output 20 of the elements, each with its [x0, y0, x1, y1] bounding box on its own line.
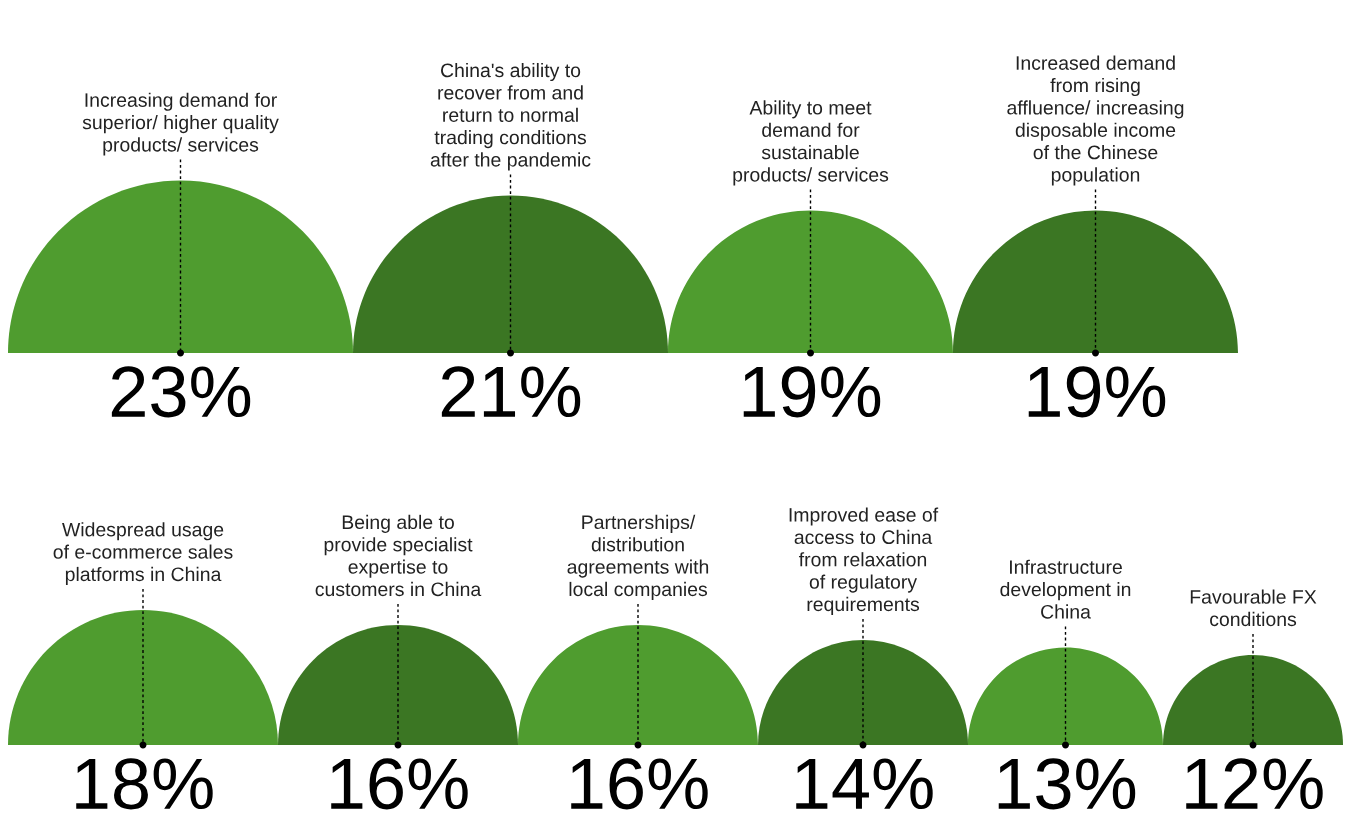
category-label: Being able to provide specialist expertise to customers in China: [315, 514, 482, 597]
data-label: 14%: [796, 758, 933, 810]
data-label: 19%: [1028, 366, 1166, 418]
category-label: Widespread usage of e-commerce sales platforms in China: [53, 522, 233, 585]
category-label: Increasing demand for superior/ higher quality products/ services: [82, 92, 279, 156]
category-label: Favourable FX conditions: [1190, 589, 1317, 627]
category-label: Improved ease of access to China from relaxation of regulatory requirements: [789, 507, 939, 615]
data-label: 21%: [441, 366, 581, 418]
category-label: Increased demand from rising affluence/ increasing disposable income of the Chinese population: [1007, 55, 1184, 186]
data-label: 12%: [1186, 758, 1323, 810]
category-label: China's ability to recover from and return to normal trading conditions after the pandemic: [430, 62, 591, 171]
data-label: 16%: [331, 758, 468, 810]
data-label: 23%: [111, 366, 251, 418]
data-label: 19%: [743, 366, 881, 418]
category-label: Infrastructure development in China: [1000, 559, 1131, 619]
data-label: 13%: [998, 758, 1136, 810]
data-label: 18%: [76, 758, 213, 810]
data-label: 16%: [571, 758, 708, 810]
category-label: Partnerships/ distribution agreements with local companies: [567, 514, 709, 600]
category-label: Ability to meet demand for sustainable products/ services: [733, 100, 889, 186]
